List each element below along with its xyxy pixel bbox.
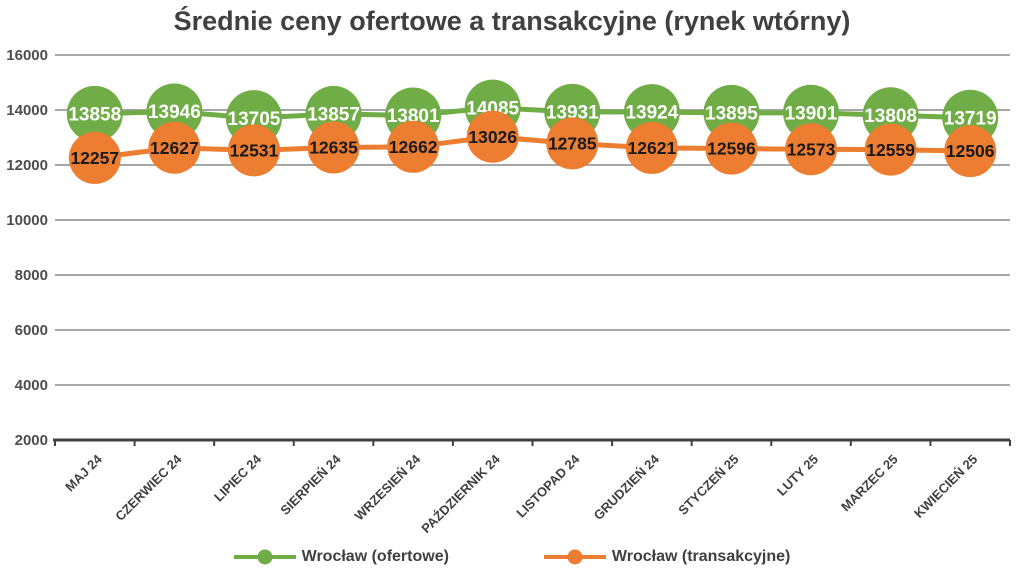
y-axis-label: 8000 — [15, 267, 48, 284]
x-axis-label: LUTY 25 — [774, 452, 821, 499]
data-point-marker — [944, 125, 997, 178]
data-point-marker — [307, 121, 360, 174]
data-point-marker — [227, 124, 280, 177]
x-axis-label: LIPIEC 24 — [211, 451, 265, 505]
data-point-label: 12621 — [628, 138, 677, 158]
line-chart: 16000 14000 12000 10000 8000 6000 4000 2000 MAJ … — [6, 47, 1011, 536]
data-point-marker — [387, 120, 440, 173]
data-point-label: 12627 — [150, 138, 199, 158]
data-point-label: 13026 — [468, 127, 517, 147]
data-point-marker — [148, 121, 201, 174]
data-point-marker — [783, 84, 840, 141]
x-axis-label: STYCZEŃ 25 — [675, 452, 741, 518]
data-point-label: 13924 — [625, 103, 678, 124]
data-point-label: 12785 — [548, 134, 597, 154]
data-point-label: 13801 — [387, 106, 440, 127]
data-point-marker — [68, 131, 121, 184]
data-point-marker — [466, 110, 519, 163]
data-point-label: 12573 — [787, 139, 836, 159]
y-axis-label: 10000 — [6, 212, 48, 229]
x-axis-label: KWIECIEŃ 25 — [911, 452, 980, 521]
data-point-label: 13857 — [307, 105, 360, 126]
legend-dot-transakcyjne — [567, 549, 583, 565]
data-point-label: 12531 — [230, 141, 279, 161]
x-axis-label: SIERPIEŃ 24 — [277, 451, 344, 518]
x-axis-label: WRZESIEŃ 24 — [351, 451, 423, 523]
data-point-label: 13858 — [68, 105, 121, 126]
data-point-marker — [625, 121, 678, 174]
data-point-label: 13931 — [546, 103, 599, 124]
x-axis-label: GRUDZIEŃ 24 — [591, 451, 663, 523]
y-axis-label: 16000 — [6, 47, 48, 64]
data-point-label: 13946 — [148, 102, 201, 123]
series-line — [94, 134, 971, 161]
legend-marker-transakcyjne-icon — [543, 549, 606, 565]
data-point-label: 12257 — [70, 148, 119, 168]
data-point-marker — [146, 83, 203, 140]
legend-dot-ofertowe — [257, 549, 273, 565]
y-axis-label: 2000 — [15, 432, 48, 449]
data-point-marker — [864, 123, 917, 176]
x-axis-label: LISTOPAD 24 — [513, 451, 583, 521]
legend-label-transakcyjne: Wrocław (transakcyjne) — [611, 548, 791, 565]
data-point-label: 12596 — [707, 139, 756, 159]
y-axis-label: 12000 — [6, 157, 48, 174]
data-point-marker — [705, 122, 758, 175]
y-axis-label: 6000 — [15, 322, 48, 339]
data-point-label: 13719 — [944, 108, 997, 129]
data-point-marker — [785, 123, 838, 176]
legend-marker-ofertowe-icon — [233, 549, 296, 565]
y-axis-label: 4000 — [15, 377, 48, 394]
x-axis-label: MAJ 24 — [62, 451, 105, 494]
data-point-marker — [546, 117, 599, 170]
legend-item-transakcyjne[interactable]: Wrocław (transakcyjne) — [543, 548, 791, 566]
x-axis-label: PAŹDZIERNIK 24 — [418, 451, 503, 536]
data-point-label: 12506 — [946, 141, 995, 161]
chart-legend: Wrocław (ofertowe) Wrocław (transakcyjne… — [0, 548, 1024, 566]
x-axis-label: MARZEC 25 — [838, 452, 901, 515]
data-point-label: 14085 — [466, 98, 519, 119]
data-point-marker — [66, 85, 123, 142]
legend-label-ofertowe: Wrocław (ofertowe) — [301, 548, 449, 565]
data-point-label: 13895 — [705, 104, 758, 125]
data-point-label: 12635 — [309, 138, 358, 158]
legend-item-ofertowe[interactable]: Wrocław (ofertowe) — [233, 548, 449, 566]
data-point-label: 13705 — [228, 109, 281, 130]
x-axis-label: CZERWIEC 24 — [112, 451, 185, 524]
data-point-label: 13901 — [785, 103, 838, 124]
data-point-label: 12662 — [389, 137, 438, 157]
chart-title: Średnie ceny ofertowe a transakcyjne (ry… — [173, 6, 851, 36]
data-point-label: 13808 — [864, 106, 917, 127]
data-point-label: 12559 — [866, 140, 915, 160]
y-axis-label: 14000 — [6, 102, 48, 119]
